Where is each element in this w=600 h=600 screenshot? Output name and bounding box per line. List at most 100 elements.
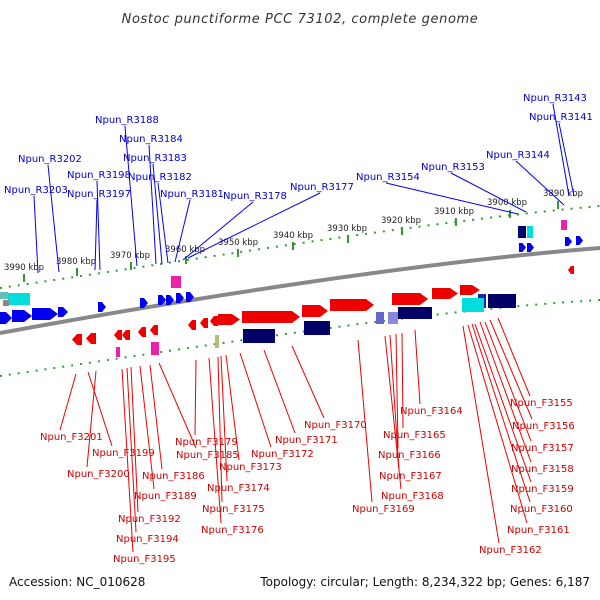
forward-label-connector xyxy=(414,329,421,405)
forward-gene-label: Npun_F3192 xyxy=(118,514,181,525)
forward-gene-label: Npun_F3162 xyxy=(479,545,542,556)
feature-block xyxy=(388,312,398,324)
reverse-gene xyxy=(576,236,583,245)
reverse-label-connector xyxy=(174,199,191,263)
reverse-gene-label: Npun_R3143 xyxy=(523,93,587,104)
forward-gene-label: Npun_F3186 xyxy=(142,471,205,482)
forward-gene-labels: Npun_F3155 Npun_F3156 Npun_F3157 Npun_F3158… xyxy=(40,398,575,565)
forward-label-connector xyxy=(474,323,532,483)
reverse-label-connector xyxy=(148,144,157,265)
magenta-block xyxy=(171,276,181,288)
forward-gene xyxy=(460,285,480,295)
forward-label-connector xyxy=(121,368,134,553)
forward-gene xyxy=(114,330,122,340)
forward-label-connector xyxy=(291,345,325,419)
reverse-gene-label: Npun_R3197 xyxy=(67,189,131,200)
forward-gene-label: Npun_F3201 xyxy=(40,432,103,443)
forward-gene-label: Npun_F3175 xyxy=(202,504,265,515)
forward-gene-label: Npun_F3194 xyxy=(116,534,179,545)
kbp-ticks: 3890 kbp 3900 kbp 3910 kbp 3920 kbp 3930 kbp… xyxy=(4,189,583,282)
reverse-gene-label: Npun_R3153 xyxy=(421,162,485,173)
magenta-block xyxy=(561,220,567,230)
forward-label-connector xyxy=(484,321,532,442)
forward-label-connector xyxy=(389,334,400,470)
forward-gene-label: Npun_F3166 xyxy=(378,450,441,461)
kbp-tick-label: 3970 kbp xyxy=(110,251,150,261)
map-title: Nostoc punctiforme PCC 73102, complete g… xyxy=(122,12,479,27)
forward-label-connector xyxy=(59,373,77,431)
kbp-tick-label: 3990 kbp xyxy=(4,263,44,273)
forward-gene-label: Npun_F3172 xyxy=(251,449,314,460)
forward-gene xyxy=(86,333,96,344)
forward-label-connector xyxy=(401,332,404,429)
forward-gene xyxy=(200,318,208,328)
kbp-tick-label: 3930 kbp xyxy=(327,224,367,234)
forward-label-connector xyxy=(208,357,222,524)
reverse-gene-label: Npun_R3178 xyxy=(223,191,287,202)
kbp-tick-label: 3980 kbp xyxy=(56,257,96,267)
forward-gene-label: Npun_F3173 xyxy=(219,462,282,473)
reverse-gene-label: Npun_R3144 xyxy=(486,150,550,161)
kbp-tick-label: 3900 kbp xyxy=(487,198,527,208)
forward-gene-label: Npun_F3164 xyxy=(400,406,463,417)
forward-label-connector xyxy=(479,321,532,463)
forward-label-connector xyxy=(497,317,531,397)
reverse-gene-label: Npun_R3181 xyxy=(160,189,224,200)
forward-gene-label: Npun_F3157 xyxy=(511,443,574,454)
forward-gene-label: Npun_F3195 xyxy=(113,554,176,565)
forward-gene xyxy=(210,316,218,326)
forward-gene-label: Npun_F3199 xyxy=(92,448,155,459)
forward-label-connector xyxy=(239,352,272,448)
reverse-gene xyxy=(519,243,526,252)
reverse-gene xyxy=(98,302,106,312)
forward-label-connector xyxy=(149,364,163,470)
label-connectors xyxy=(33,103,575,553)
reverse-gene-label: Npun_R3188 xyxy=(95,115,159,126)
forward-gene xyxy=(138,327,146,337)
forward-gene-label: Npun_F3161 xyxy=(507,525,570,536)
forward-label-connector xyxy=(139,365,155,490)
reverse-gene-label: Npun_R3184 xyxy=(119,134,183,145)
kbp-tick-label: 3920 kbp xyxy=(381,216,421,226)
forward-label-connector xyxy=(384,335,402,490)
forward-gene-label: Npun_F3189 xyxy=(134,491,197,502)
forward-gene xyxy=(432,288,458,299)
reverse-gene-label: Npun_R3141 xyxy=(529,112,593,123)
forward-label-connector xyxy=(225,354,240,461)
reverse-label-connector xyxy=(124,125,138,267)
accession-text: Accession: NC_010628 xyxy=(9,575,145,589)
forward-gene xyxy=(568,266,574,274)
reverse-gene xyxy=(565,237,572,246)
gene-features xyxy=(0,220,583,357)
forward-label-connector xyxy=(130,366,139,513)
magenta-block xyxy=(116,347,120,357)
forward-gene xyxy=(72,334,82,345)
cyan-block xyxy=(462,298,484,312)
feature-block xyxy=(304,321,330,335)
forward-gene-label: Npun_F3171 xyxy=(275,435,338,446)
reverse-gene xyxy=(0,312,12,324)
reverse-gene xyxy=(140,298,148,308)
genome-summary-text: Topology: circular; Length: 8,234,322 bp… xyxy=(259,575,590,589)
reverse-label-connector xyxy=(187,192,321,259)
reverse-label-connector xyxy=(157,182,169,264)
reverse-gene-label: Npun_R3177 xyxy=(290,182,354,193)
kbp-tick-label: 3960 kbp xyxy=(165,245,205,255)
reverse-gene xyxy=(186,292,194,302)
forward-label-connector xyxy=(158,362,197,449)
forward-gene-label: Npun_F3168 xyxy=(381,491,444,502)
forward-label-connector xyxy=(126,367,137,533)
forward-gene-label: Npun_F3160 xyxy=(510,504,573,515)
reverse-gene xyxy=(12,310,32,322)
reverse-label-connector xyxy=(152,163,163,265)
reverse-label-connector xyxy=(385,182,519,215)
reverse-label-connector xyxy=(96,180,101,271)
forward-label-connector xyxy=(462,325,500,544)
feature-block xyxy=(3,300,9,306)
genome-backbone xyxy=(0,246,600,335)
kbp-tick-label: 3890 kbp xyxy=(543,189,583,199)
forward-gene xyxy=(302,305,328,317)
reverse-gene xyxy=(176,293,184,303)
forward-gene-label: Npun_F3158 xyxy=(511,464,574,475)
